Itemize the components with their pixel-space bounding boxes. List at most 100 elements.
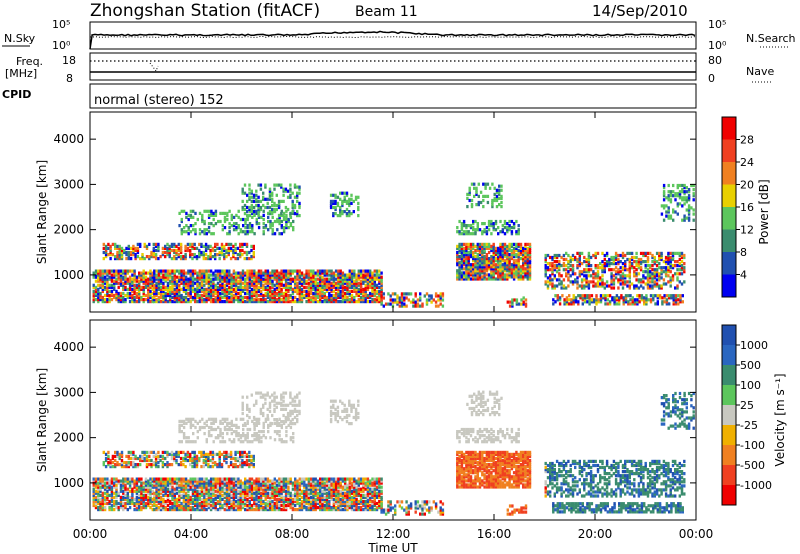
heatmap-cell [228, 499, 231, 504]
heatmap-cell [328, 281, 331, 285]
heatmap-cell [357, 214, 360, 218]
heatmap-cell [101, 481, 104, 485]
heatmap-cell [169, 483, 172, 487]
heatmap-cell [94, 279, 98, 283]
heatmap-cell [492, 257, 495, 261]
heatmap-cell [624, 296, 628, 300]
heatmap-cell [157, 487, 161, 491]
heatmap-cell [223, 295, 226, 300]
heatmap-cell [355, 289, 358, 293]
heatmap-cell [164, 287, 167, 291]
heatmap-cell [465, 232, 468, 236]
heatmap-cell [341, 273, 345, 277]
heatmap-cell [255, 193, 258, 197]
heatmap-cell [216, 481, 220, 485]
heatmap-cell [271, 197, 274, 201]
heatmap-cell [289, 212, 292, 216]
heatmap-cell [462, 250, 466, 255]
heatmap-cell [244, 271, 247, 275]
heatmap-cell [293, 195, 297, 199]
heatmap-cell [157, 489, 161, 493]
heatmap-cell [198, 483, 201, 487]
heatmap-cell [635, 262, 638, 266]
heatmap-cell [439, 292, 442, 296]
heatmap-cell [416, 302, 420, 306]
heatmap-cell [321, 287, 324, 291]
heatmap-cell [687, 196, 691, 200]
heatmap-cell [110, 506, 114, 510]
heatmap-cell [553, 286, 556, 290]
heatmap-cell [246, 291, 249, 296]
heatmap-cell [483, 248, 486, 253]
heatmap-cell [400, 298, 404, 302]
heatmap-cell [667, 266, 670, 270]
heatmap-cell [476, 246, 479, 250]
heatmap-cell [592, 280, 595, 284]
heatmap-cell [624, 262, 627, 266]
heatmap-cell [140, 497, 143, 501]
heatmap-cell [639, 257, 643, 262]
heatmap-cell [526, 277, 529, 281]
heatmap-cell [103, 287, 107, 291]
heatmap-cell [658, 274, 661, 278]
heatmap-cell [294, 281, 297, 285]
heatmap-cell [232, 300, 236, 304]
heatmap-cell [614, 270, 618, 274]
heatmap-cell [180, 232, 183, 236]
heatmap-cell [375, 269, 379, 273]
heatmap-cell [369, 285, 372, 289]
heatmap-cell [169, 275, 172, 279]
heatmap-cell [133, 279, 136, 283]
heatmap-cell [491, 182, 494, 186]
heatmap-cell [166, 275, 170, 279]
heatmap-cell [129, 257, 133, 261]
heatmap-cell [277, 214, 281, 218]
heatmap-cell [287, 275, 290, 279]
heatmap-cell [252, 244, 255, 248]
heatmap-cell [250, 287, 254, 291]
heatmap-cell [296, 185, 299, 189]
heatmap-cell [366, 279, 370, 283]
heatmap-cell [200, 287, 204, 291]
heatmap-cell [282, 283, 286, 287]
heatmap-cell [198, 253, 201, 257]
heatmap-cell [510, 263, 514, 267]
heatmap-cell [612, 278, 616, 282]
heatmap-cell [309, 271, 313, 275]
heatmap-cell [669, 262, 672, 266]
heatmap-cell [674, 260, 677, 264]
heatmap-cell [499, 255, 502, 259]
heatmap-cell [138, 281, 141, 285]
heatmap-cell [344, 293, 347, 298]
heatmap-cell [472, 257, 475, 261]
heatmap-cell [296, 273, 299, 277]
heatmap-cell [280, 213, 283, 217]
heatmap-cell [128, 483, 132, 487]
heatmap-cell [587, 268, 591, 272]
heatmap-cell [219, 493, 222, 497]
heatmap-cell [189, 289, 192, 293]
heatmap-cell [628, 286, 631, 290]
heatmap-cell [599, 284, 602, 288]
heatmap-cell [227, 248, 230, 253]
heatmap-cell [245, 253, 249, 257]
heatmap-cell [672, 208, 675, 212]
heatmap-cell [157, 277, 161, 281]
heatmap-cell [159, 503, 163, 508]
heatmap-cell [259, 300, 263, 304]
heatmap-cell [234, 275, 238, 279]
heatmap-cell [503, 255, 507, 259]
heatmap-cell [312, 277, 315, 281]
heatmap-cell [151, 287, 154, 291]
heatmap-cell [92, 291, 95, 296]
heatmap-cell [350, 271, 354, 275]
heatmap-cell [134, 257, 137, 261]
heatmap-cell [250, 203, 253, 208]
heatmap-cell [510, 265, 514, 269]
heatmap-cell [191, 279, 195, 283]
heatmap-cell [517, 271, 520, 275]
heatmap-cell [126, 495, 129, 499]
heatmap-cell [173, 269, 176, 273]
heatmap-cell [269, 279, 272, 283]
heatmap-cell [157, 477, 161, 481]
